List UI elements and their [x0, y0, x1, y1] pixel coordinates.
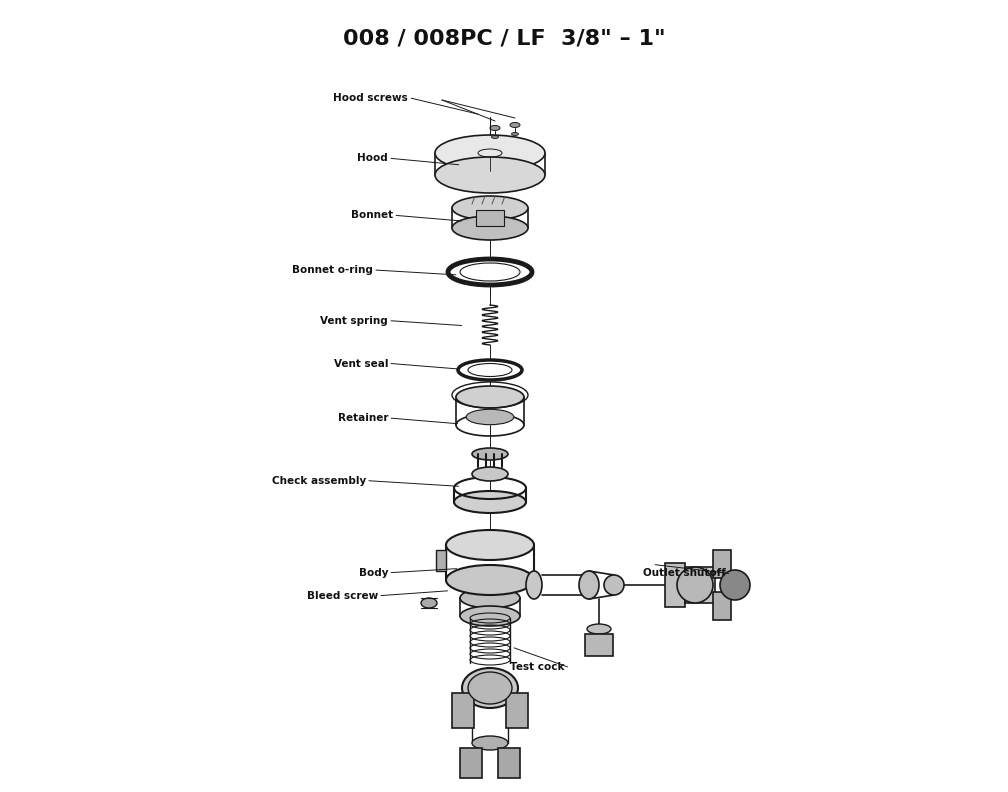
Bar [476, 210, 504, 226]
Ellipse shape [456, 386, 524, 408]
Ellipse shape [435, 157, 545, 193]
Bar [713, 592, 731, 620]
Ellipse shape [435, 135, 545, 171]
Text: Body: Body [359, 568, 388, 577]
Ellipse shape [466, 409, 514, 425]
Bar [685, 567, 715, 603]
Ellipse shape [604, 575, 624, 595]
Ellipse shape [677, 567, 713, 603]
Text: Test cock: Test cock [510, 662, 564, 672]
Ellipse shape [460, 263, 520, 281]
Text: Hood screws: Hood screws [334, 93, 408, 103]
Text: Vent spring: Vent spring [321, 316, 388, 326]
Ellipse shape [510, 123, 520, 128]
Ellipse shape [446, 565, 534, 595]
Text: Bonnet o-ring: Bonnet o-ring [292, 265, 373, 275]
Ellipse shape [452, 196, 528, 220]
Ellipse shape [492, 135, 499, 139]
Ellipse shape [462, 668, 518, 708]
Ellipse shape [454, 491, 526, 513]
Ellipse shape [579, 571, 599, 599]
Text: Bonnet: Bonnet [351, 211, 393, 220]
Text: Vent seal: Vent seal [334, 359, 388, 368]
Ellipse shape [446, 530, 534, 560]
Ellipse shape [587, 624, 611, 634]
Text: Bleed screw: Bleed screw [306, 591, 378, 600]
Text: Outlet shutoff: Outlet shutoff [643, 569, 726, 578]
Bar [506, 693, 528, 728]
Text: Retainer: Retainer [338, 413, 388, 423]
Bar [460, 748, 482, 778]
Ellipse shape [460, 606, 520, 626]
Ellipse shape [720, 570, 750, 600]
Ellipse shape [511, 132, 518, 135]
Bar [452, 693, 474, 728]
Ellipse shape [472, 736, 508, 750]
Bar [585, 634, 613, 656]
Bar [713, 550, 731, 578]
Bar [436, 550, 446, 571]
Ellipse shape [490, 125, 500, 131]
Ellipse shape [472, 448, 508, 460]
Ellipse shape [460, 588, 520, 608]
Text: Hood: Hood [357, 154, 388, 163]
Ellipse shape [468, 364, 512, 376]
Ellipse shape [472, 467, 508, 481]
Text: 008 / 008PC / LF  3/8" – 1": 008 / 008PC / LF 3/8" – 1" [343, 28, 665, 48]
Text: Check assembly: Check assembly [271, 476, 366, 485]
Bar [498, 748, 520, 778]
Ellipse shape [468, 672, 512, 704]
Ellipse shape [526, 571, 542, 599]
Ellipse shape [421, 598, 437, 608]
Bar [665, 563, 685, 607]
Ellipse shape [452, 216, 528, 240]
